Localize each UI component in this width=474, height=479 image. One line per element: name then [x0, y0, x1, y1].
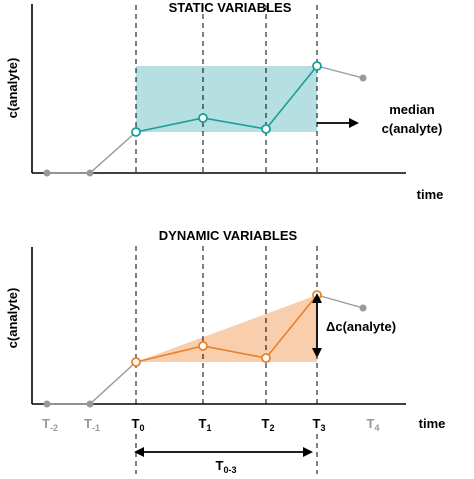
dynamic-y-axis-label: c(analyte) [5, 288, 20, 349]
static-y-axis-label: c(analyte) [5, 58, 20, 119]
time-label-t1: T1 [199, 416, 212, 433]
median-label-line2: c(analyte) [382, 121, 443, 136]
static-series-line [135, 65, 318, 133]
dynamic-change-area [136, 295, 317, 362]
dynamic-pre-line [47, 361, 137, 405]
time-label-t3: T3 [313, 416, 326, 433]
dynamic-panel: DYNAMIC VARIABLES c(analyte) time Δc(ana… [5, 228, 446, 475]
dynamic-point-t4 [359, 304, 367, 312]
time-labels: T-2 T-1 T0 T1 T2 T3 T4 [42, 416, 379, 433]
time-label-t4: T4 [367, 416, 380, 433]
static-panel: STATIC VARIABLES c(analyte) time median [5, 0, 443, 202]
static-x-axis-label: time [417, 187, 444, 202]
static-post-line [316, 65, 364, 79]
dynamic-post-line [316, 294, 364, 309]
dynamic-point-t0 [131, 357, 141, 367]
static-point-tm2 [43, 169, 51, 177]
dynamic-point-tm2 [43, 400, 51, 408]
static-point-t2 [261, 124, 271, 134]
static-point-t3 [312, 61, 322, 71]
time-label-t0: T0 [132, 416, 145, 433]
delta-label: Δc(analyte) [326, 319, 396, 334]
static-panel-title: STATIC VARIABLES [169, 0, 292, 15]
time-label-t2: T2 [262, 416, 275, 433]
static-range-band [136, 66, 317, 132]
dynamic-point-t2 [261, 353, 271, 363]
dynamic-series-line [135, 294, 318, 363]
median-label-line1: median [389, 102, 435, 117]
time-label-tm1: T-1 [84, 416, 100, 433]
time-label-tm2: T-2 [42, 416, 58, 433]
static-pre-line [47, 131, 137, 174]
dynamic-point-tm1 [86, 400, 94, 408]
span-label: T0-3 [216, 458, 237, 474]
static-point-t0 [131, 127, 141, 137]
dynamic-point-t3 [312, 290, 322, 300]
static-time-markers [135, 5, 318, 173]
static-point-t1 [198, 113, 208, 123]
dynamic-x-axis-label: time [419, 416, 446, 431]
static-point-tm1 [86, 169, 94, 177]
static-point-t4 [359, 74, 367, 82]
dynamic-panel-title: DYNAMIC VARIABLES [159, 228, 298, 243]
dynamic-point-t1 [198, 341, 208, 351]
